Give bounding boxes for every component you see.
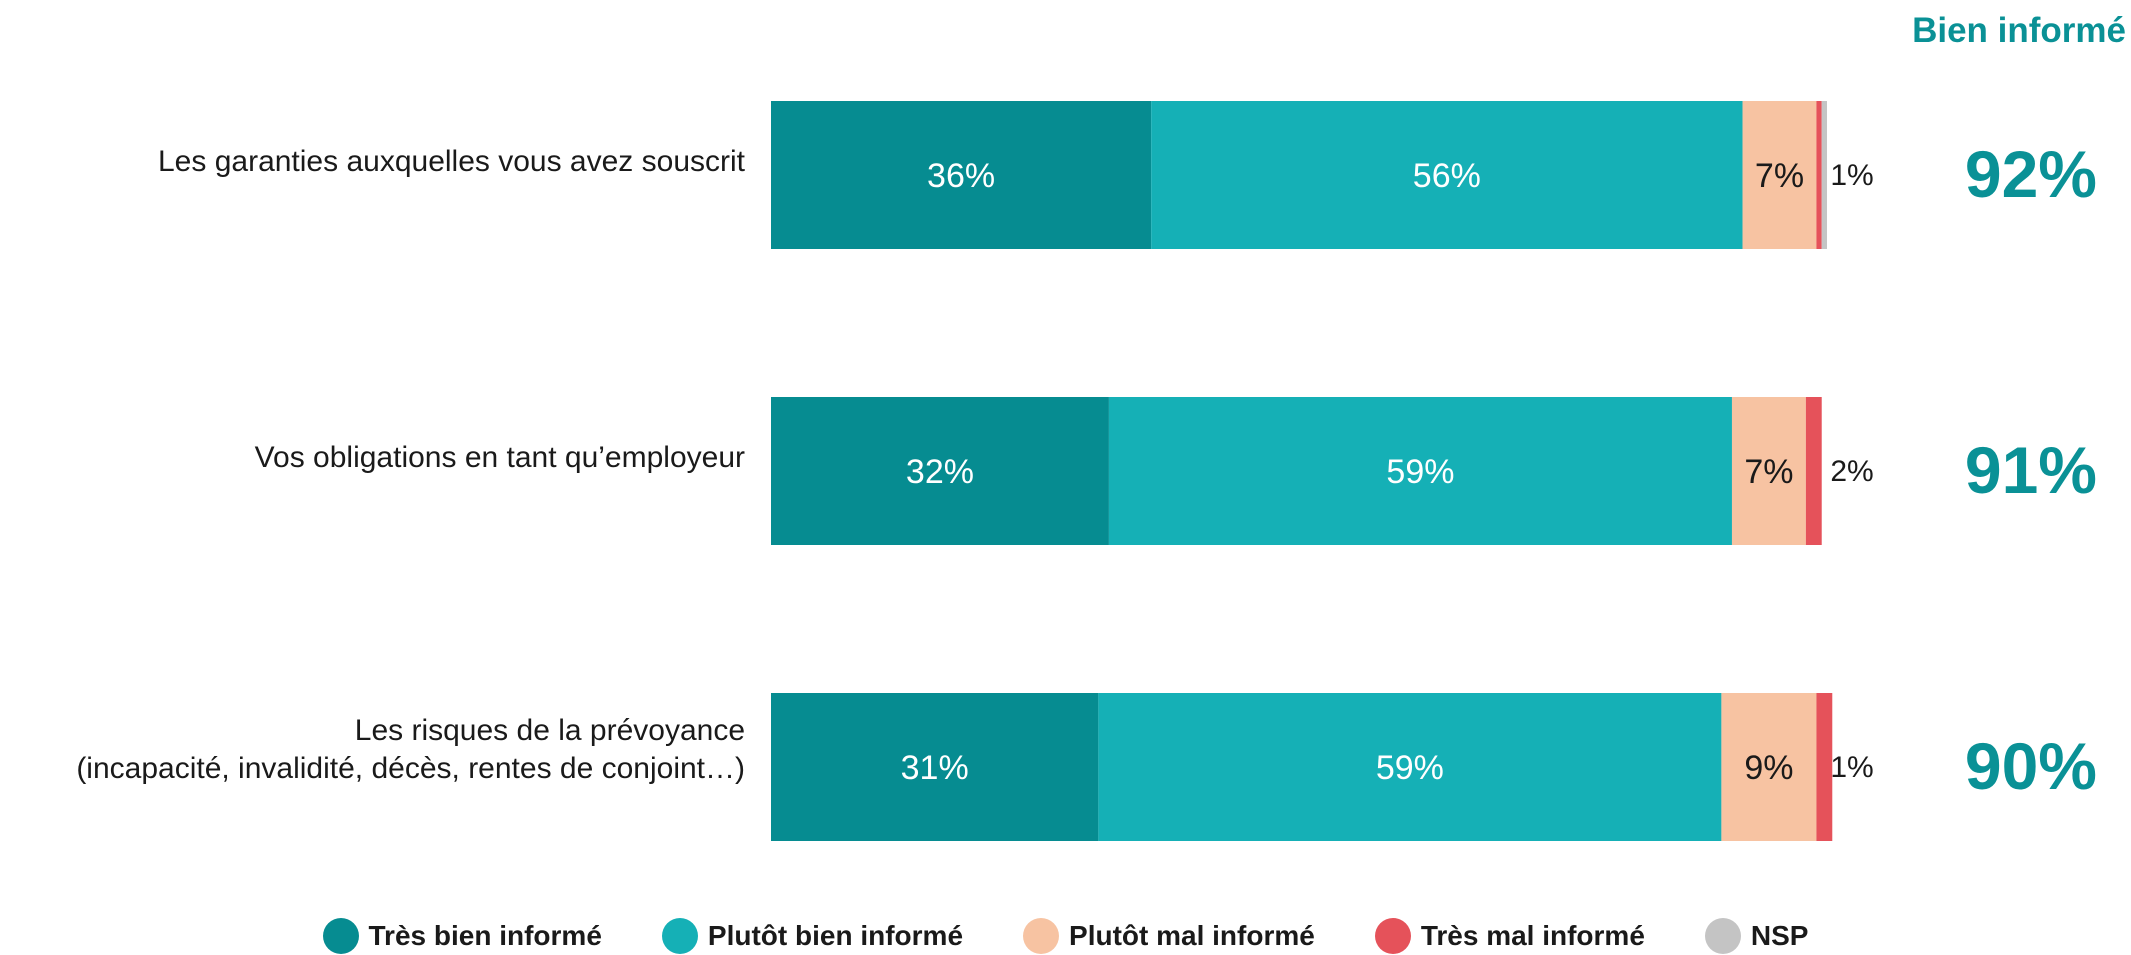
category-label: Les garanties auxquelles vous avez sousc…: [158, 145, 746, 178]
summary-column-title: Bien informé: [1912, 11, 2126, 50]
bar-segment: [1108, 397, 1732, 545]
bar-segment: [1816, 101, 1822, 249]
legend-item: Plutôt mal informé: [1023, 918, 1315, 954]
legend-swatch: [1704, 918, 1741, 954]
outside-data-label: 1%: [1830, 159, 1873, 192]
legend-label: Plutôt bien informé: [707, 920, 964, 951]
legend-item: Plutôt bien informé: [661, 918, 964, 954]
legend-label: Très mal informé: [1420, 920, 1645, 951]
bar-segment: [771, 397, 1109, 545]
legend-label: NSP: [1750, 920, 1809, 951]
data-label: 7%: [1755, 157, 1804, 195]
legend-swatch: [1023, 918, 1060, 954]
legend-item: Très bien informé: [322, 918, 602, 954]
legend-swatch: [322, 918, 359, 954]
total-value: 91%: [1965, 433, 2097, 507]
legend-item: Très mal informé: [1374, 918, 1645, 954]
outside-data-label: 1%: [1830, 751, 1873, 784]
bar-segment: [1098, 693, 1722, 841]
legend-label: Plutôt mal informé: [1069, 920, 1315, 951]
legend-label: Très bien informé: [368, 920, 602, 951]
category-label: Vos obligations en tant qu’employeur: [255, 441, 745, 474]
chart-legend: Très bien informé Plutôt bien informé Plut…: [0, 917, 2131, 955]
category-label: (incapacité, invalidité, décès, rentes d…: [76, 752, 745, 785]
outside-data-label: 2%: [1830, 455, 1873, 488]
bar-segment: [1151, 101, 1743, 249]
data-label: 59%: [1376, 749, 1444, 787]
bar-segment: [771, 693, 1099, 841]
data-label: 32%: [906, 453, 974, 491]
total-value: 90%: [1965, 729, 2097, 803]
data-label: 59%: [1386, 453, 1454, 491]
legend-swatch: [1374, 918, 1411, 954]
legend-item: NSP: [1704, 918, 1809, 954]
bar-segment: [1805, 397, 1822, 545]
bar-segment: [1731, 397, 1806, 545]
total-value: 92%: [1965, 137, 2097, 211]
bar-segment: [1742, 101, 1817, 249]
bar-segment: [1721, 693, 1817, 841]
category-label: Les risques de la prévoyance: [355, 714, 745, 747]
data-label: 7%: [1744, 453, 1793, 491]
bar-segment: [1821, 101, 1827, 249]
data-label: 9%: [1744, 749, 1793, 787]
data-label: 31%: [901, 749, 969, 787]
bar-segment: [771, 101, 1152, 249]
legend-swatch: [661, 918, 698, 954]
bar-segment: [1816, 693, 1833, 841]
data-label: 36%: [927, 157, 995, 195]
data-label: 56%: [1413, 157, 1481, 195]
